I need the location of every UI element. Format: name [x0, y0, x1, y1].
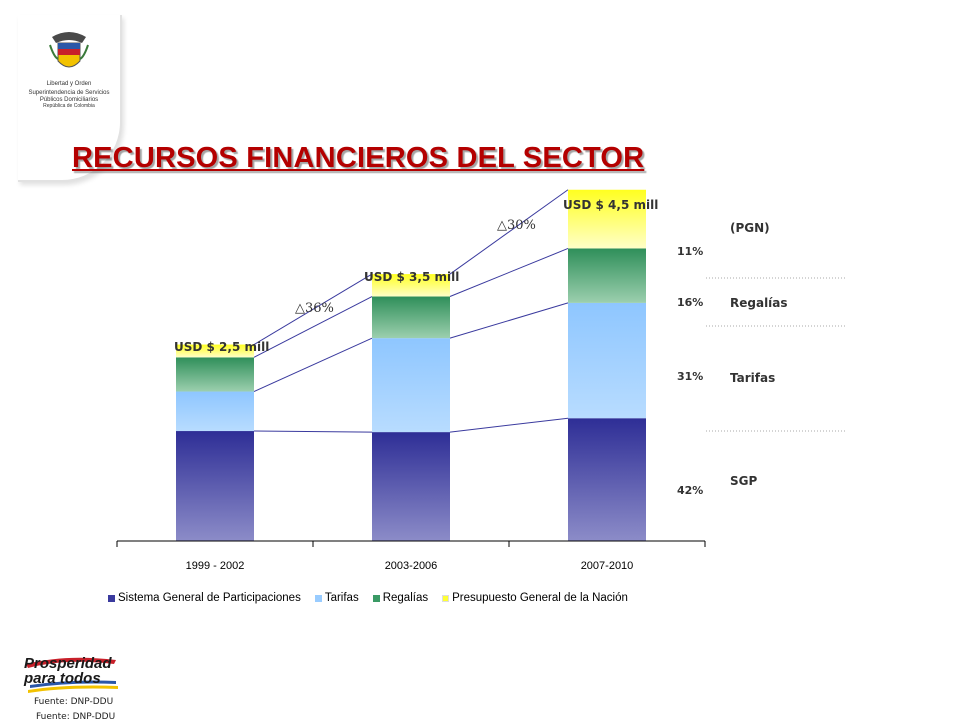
legend-item: Tarifas	[314, 592, 359, 604]
bar-segment-sgp	[176, 431, 254, 541]
total-label-1999-2002: USD $ 2,5 mill	[174, 340, 270, 354]
stacked-bar-chart: 1999 - 2002 2003-2006 2007-2010	[116, 189, 845, 572]
x-tick-label: 2007-2010	[581, 560, 634, 572]
coat-of-arms-icon	[49, 32, 89, 68]
legend-label: Regalías	[382, 592, 429, 604]
connector-line	[253, 296, 373, 358]
legend-item: Sistema General de Participaciones	[108, 592, 301, 604]
prosperidad-logo: Prosperidad para todos	[24, 655, 118, 693]
logo-institution-line2: Públicos Domiciliarios	[39, 97, 99, 103]
connector-line	[253, 337, 373, 392]
logo-institution-line1: Superintendencia de Servicios	[28, 90, 110, 96]
bar-segment-regalias	[176, 357, 254, 392]
legend-label: Presupuesto General de la Nación	[452, 592, 628, 604]
connector-line	[253, 430, 373, 433]
segment-label-pgn: (PGN)	[730, 221, 770, 235]
bar-segment-pgn	[372, 274, 450, 297]
bar-segment-pgn	[176, 344, 254, 358]
bar-segment-tarifas	[568, 302, 646, 419]
bar-segment-regalias	[568, 248, 646, 303]
growth-label-2: △30%	[497, 218, 536, 233]
page-title: RECURSOS FINANCIEROS DEL SECTOR	[72, 142, 645, 174]
connector-line	[449, 417, 569, 433]
bar-segment-regalias	[372, 296, 450, 339]
legend-item: Presupuesto General de la Nación	[442, 592, 628, 604]
logo-word-1: Prosperidad	[24, 655, 112, 672]
share-tarifas: 31%	[677, 370, 704, 383]
share-regalias: 16%	[677, 296, 704, 309]
logo-card: Libertad y Orden Superintendencia de Ser…	[18, 15, 122, 182]
segment-label-tarifas: Tarifas	[730, 371, 776, 385]
total-label-2007-2010: USD $ 4,5 mill	[563, 198, 659, 212]
segment-label-regalias: Regalías	[730, 296, 788, 310]
share-sgp: 42%	[677, 484, 704, 497]
total-label-2003-2006: USD $ 3,5 mill	[364, 270, 460, 284]
segment-label-sgp: SGP	[730, 474, 758, 488]
x-tick-label: 2003-2006	[385, 560, 438, 572]
connector-line	[449, 302, 569, 339]
bar-segment-tarifas	[372, 338, 450, 433]
legend-label: Sistema General de Participaciones	[118, 592, 301, 604]
connector-line	[253, 273, 373, 345]
bar-segment-sgp	[568, 418, 646, 541]
connector-line	[449, 248, 569, 297]
legend-label: Tarifas	[324, 592, 359, 604]
share-pgn: 11%	[677, 245, 704, 258]
prosperidad-swoosh-icon	[26, 657, 118, 693]
logo-word-2: para todos	[24, 670, 101, 687]
x-tick-label: 1999 - 2002	[186, 560, 245, 572]
bar-segment-tarifas	[176, 391, 254, 432]
growth-label-1: △36%	[295, 301, 334, 316]
legend-swatch	[442, 594, 450, 602]
source-note: Fuente: DNP-DDU	[34, 697, 114, 707]
legend-item: Regalías	[372, 592, 429, 604]
chart-legend: Sistema General de Participaciones Tarif…	[108, 592, 748, 604]
connector-line	[449, 189, 569, 275]
legend-swatch	[108, 594, 115, 602]
bar-segment-sgp	[372, 432, 450, 541]
logo-country: República de Colombia	[43, 103, 95, 109]
legend-swatch	[314, 594, 322, 602]
legend-swatch	[372, 594, 380, 602]
bar-segment-pgn	[568, 189, 646, 249]
source-note-duplicate: Fuente: DNP-DDU	[36, 712, 116, 722]
logo-motto: Libertad y Orden	[46, 81, 92, 87]
